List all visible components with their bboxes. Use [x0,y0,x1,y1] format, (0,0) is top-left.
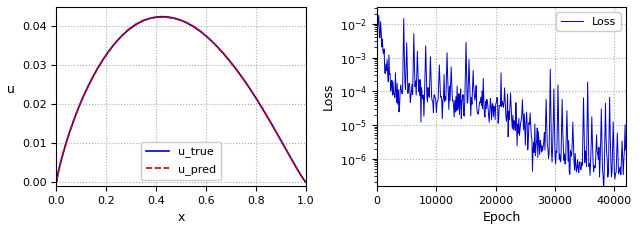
u_pred [172,17,179,20]
Legend: u_true, u_pred: u_true, u_pred [141,142,221,180]
X-axis label: x: x [177,211,185,224]
u_true [159,15,166,18]
u_true [52,180,60,183]
Loss [457,88,465,90]
Y-axis label: u: u [7,83,15,96]
u_pred [173,18,180,21]
Loss [373,17,381,20]
u_pred [188,24,196,27]
u_pred [202,34,209,36]
Loss [600,190,607,193]
Loss [497,105,504,108]
u_true [173,18,180,20]
u_true [257,105,265,108]
u_pred [257,105,265,108]
Loss [612,171,620,174]
Line: u_true: u_true [56,17,306,182]
u_true [296,173,304,175]
Line: u_pred: u_pred [56,17,306,182]
u_pred [52,180,60,183]
Y-axis label: Loss: Loss [321,83,335,110]
Line: Loss: Loss [377,15,626,192]
Loss [484,114,492,117]
u_pred [302,180,310,183]
Legend: Loss: Loss [556,12,621,31]
u_true [188,24,196,27]
Loss [579,164,586,167]
u_pred [157,16,165,18]
Loss [375,14,383,17]
u_true [172,17,179,20]
X-axis label: Epoch: Epoch [483,211,521,224]
u_true [302,180,310,183]
Loss [382,63,390,65]
u_true [202,34,209,37]
Loss [622,149,630,152]
u_pred [296,173,304,175]
